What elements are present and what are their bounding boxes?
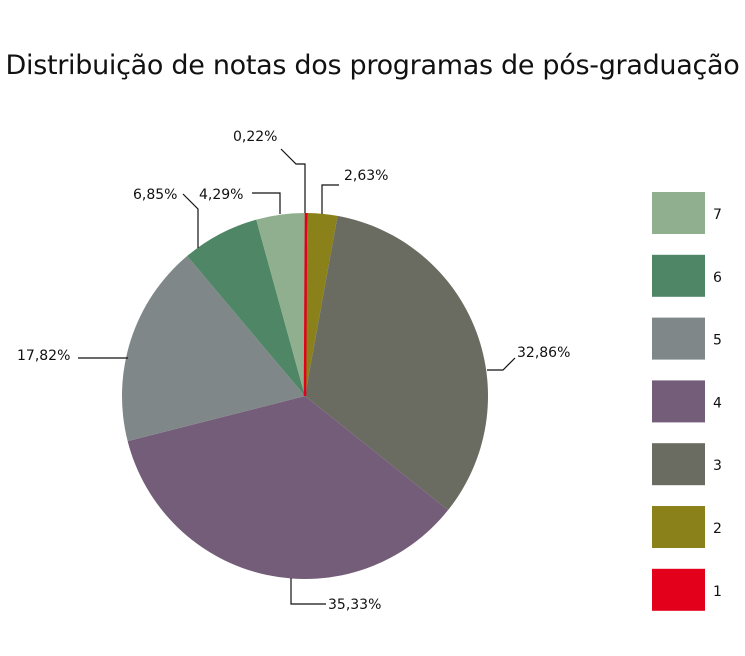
legend-swatch-6 xyxy=(652,254,705,297)
pie-slice-2 xyxy=(305,213,338,396)
legend-swatch-3 xyxy=(652,443,705,486)
data-label-5: 17,82% xyxy=(17,348,70,364)
legend-swatch-7 xyxy=(652,192,705,234)
legend-label-7: 7 xyxy=(713,207,722,223)
data-label-6: 6,85% xyxy=(133,187,177,203)
leader-line-4 xyxy=(290,578,326,605)
leader-line-3 xyxy=(487,357,516,371)
chart-title: Distribuição de notas dos programas de p… xyxy=(5,50,740,81)
pie-slice-4 xyxy=(127,396,449,579)
data-label-1: 0,22% xyxy=(233,129,277,145)
legend-label-1: 1 xyxy=(713,584,722,600)
legend-label-5: 5 xyxy=(713,333,722,349)
legend-swatch-4 xyxy=(652,380,705,423)
legend-label-4: 4 xyxy=(713,395,722,411)
leader-line-2 xyxy=(321,184,339,214)
leader-line-1 xyxy=(280,148,306,213)
legend-swatch-5 xyxy=(652,317,705,360)
legend-label-6: 6 xyxy=(713,270,722,286)
data-label-2: 2,63% xyxy=(344,168,388,184)
data-label-7: 4,29% xyxy=(199,187,243,203)
leader-line-6 xyxy=(182,193,199,248)
pie-slice-5 xyxy=(121,256,305,442)
pie-slice-3 xyxy=(305,215,488,511)
pie-slice-7 xyxy=(256,213,305,396)
data-label-4: 35,33% xyxy=(328,597,381,613)
legend-label-3: 3 xyxy=(713,458,722,474)
pie-slice-1-edge xyxy=(303,212,308,397)
legend-swatch-2 xyxy=(652,506,705,548)
legend-label-2: 2 xyxy=(713,521,722,537)
legend-swatch-1 xyxy=(652,568,705,611)
data-label-3: 32,86% xyxy=(517,345,570,361)
pie-slice-6 xyxy=(187,219,305,396)
leader-line-7 xyxy=(252,192,281,214)
